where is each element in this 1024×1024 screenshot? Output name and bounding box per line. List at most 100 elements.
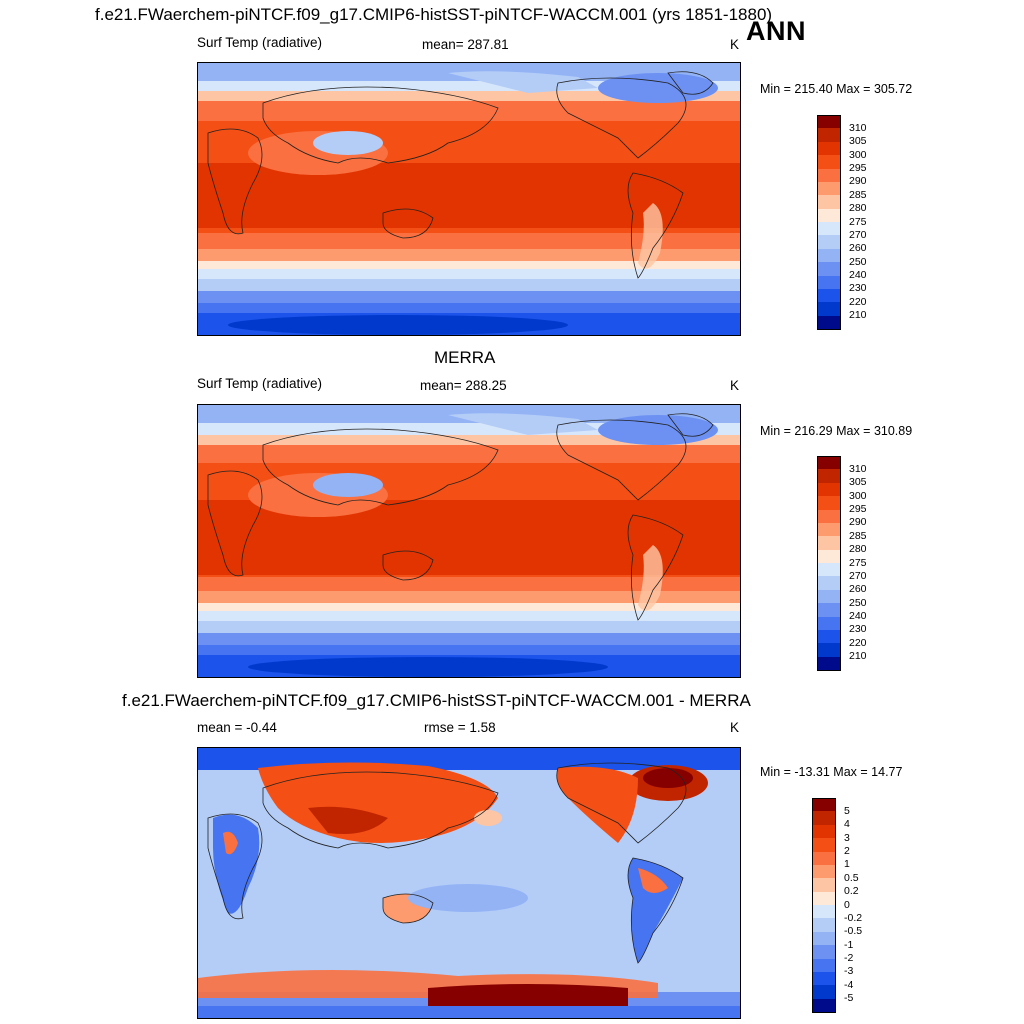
colorbar-tick-label: 275 [849,215,867,228]
colorbar-swatch [817,589,841,604]
colorbar-tick-label: 230 [849,282,867,295]
colorbar-tick-label: -1 [844,938,854,951]
colorbar-swatch [817,496,841,511]
colorbar-tick-label: 285 [849,188,867,201]
colorbar-tick-label: 0.5 [844,871,859,884]
colorbar-tick-label: 310 [849,462,867,475]
panel-diff-map [197,747,741,1019]
colorbar-swatch [812,985,836,1000]
colorbar-swatch [817,141,841,156]
colorbar-swatch [812,891,836,906]
colorbar-swatch [817,181,841,196]
colorbar-swatch [817,576,841,591]
colorbar-swatch [817,509,841,524]
colorbar-swatch [812,838,836,853]
panel-diff-colorbar: 5 4 3 2 1 0.5 0.2 0 -0.2 -0.5 -1 -2 -3 -4 -5 [812,798,892,1013]
colorbar-swatch [812,878,836,893]
colorbar-swatch [817,155,841,170]
panel-obs-mean-label: mean= 288.25 [420,378,507,393]
colorbar-swatch [817,315,841,330]
colorbar-swatch [817,522,841,537]
colorbar-tick-label: 240 [849,610,867,622]
panel-obs-units-label: K [730,378,740,393]
colorbar-swatch [817,629,841,644]
panel-obs-variable-label: Surf Temp (radiative) [197,376,323,391]
colorbar-swatch [817,603,841,618]
colorbar-swatch [812,905,836,919]
colorbar-swatch [817,275,841,290]
colorbar-tick-label: 3 [844,831,850,844]
panel-diff-units-label: K [730,720,740,735]
colorbar-swatch [817,549,841,564]
colorbar-swatch [812,945,836,960]
colorbar-tick-label: 280 [849,543,867,556]
colorbar-tick-label: 0 [844,898,850,911]
panel-model-units-label: K [730,37,740,52]
colorbar-tick-label: -3 [844,965,854,978]
colorbar-swatch [817,128,841,143]
colorbar-swatch [812,931,836,946]
colorbar-swatch [812,851,836,866]
colorbar-swatch [812,958,836,973]
colorbar-swatch [817,302,841,317]
colorbar-swatch [817,563,841,577]
colorbar-swatch [817,656,841,671]
colorbar-tick-label: 0.2 [844,885,859,898]
model-temperature-field [198,63,740,335]
colorbar-tick-label: 220 [849,636,867,649]
colorbar-swatch [817,469,841,484]
panel-diff-title: f.e21.FWaerchem-piNTCF.f09_g17.CMIP6-his… [122,691,751,710]
colorbar-tick-label: -4 [844,978,854,991]
colorbar-tick-label: 305 [849,476,867,489]
panel-diff-mean-label: mean = -0.44 [197,720,277,735]
colorbar-tick-label: 280 [849,202,867,215]
colorbar-tick-label: 260 [849,583,867,596]
panel-obs-title: MERRA [434,348,496,367]
colorbar-swatch [812,864,836,879]
panel-diff-rmse-label: rmse = 1.58 [424,720,496,735]
colorbar-tick-label: 240 [849,269,867,281]
colorbar-tick-label: 1 [844,858,850,871]
colorbar-swatch [812,798,836,812]
colorbar-tick-label: -2 [844,952,854,964]
colorbar-tick-label: 290 [849,516,867,529]
colorbar-tick-label: 300 [849,148,867,161]
colorbar-tick-label: -0.2 [844,911,863,924]
colorbar-tick-label: 270 [849,228,867,241]
colorbar-tick-label: 220 [849,295,867,308]
colorbar-swatch [817,288,841,303]
colorbar-swatch [817,208,841,223]
colorbar-tick-label: 210 [849,309,867,322]
colorbar-swatch [817,168,841,183]
panel-obs-map [197,404,741,678]
colorbar-swatch [817,616,841,631]
panel-model-map [197,62,741,336]
colorbar-swatch [812,918,836,933]
colorbar-swatch [817,195,841,210]
colorbar-tick-label: 295 [849,162,867,174]
colorbar-tick-label: 310 [849,121,867,134]
panel-model-colorbar: 310 305 300 295 290 285 280 275 270 260 250 240 230 2… [817,115,897,330]
colorbar-swatch [817,115,841,129]
panel-obs-colorbar: 310 305 300 295 290 285 280 275 270 260 250 240 230 2… [817,456,897,671]
colorbar-tick-label: 2 [844,845,850,857]
colorbar-tick-label: 295 [849,503,867,515]
colorbar-tick-label: -0.5 [844,925,863,938]
obs-temperature-field [198,405,740,677]
colorbar-tick-label: 230 [849,623,867,636]
colorbar-tick-label: -5 [844,992,854,1005]
colorbar-swatch [817,235,841,250]
colorbar-swatch [817,536,841,551]
colorbar-swatch [812,824,836,839]
colorbar-swatch [817,262,841,277]
panel-diff-minmax: Min = -13.31 Max = 14.77 [760,765,903,779]
colorbar-swatch [817,643,841,658]
colorbar-tick-label: 285 [849,529,867,542]
panel-model-minmax: Min = 215.40 Max = 305.72 [760,82,913,96]
colorbar-tick-label: 5 [844,804,850,817]
colorbar-tick-label: 275 [849,556,867,569]
colorbar-tick-label: 270 [849,569,867,582]
colorbar-tick-label: 290 [849,175,867,188]
panel-model-variable-label: Surf Temp (radiative) [197,35,323,50]
panel-model-mean-label: mean= 287.81 [422,37,509,52]
